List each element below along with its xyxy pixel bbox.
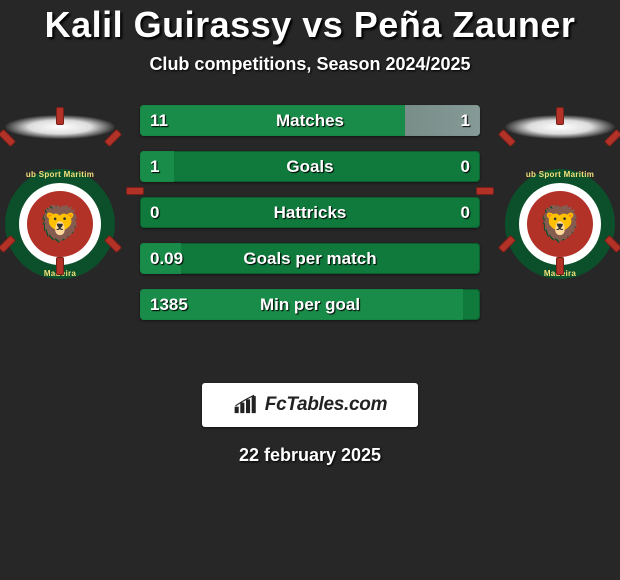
lion-icon: 🦁 bbox=[39, 204, 81, 244]
badge-wheel: 🦁 bbox=[27, 191, 93, 257]
player-left-silhouette-shadow bbox=[5, 115, 115, 139]
stat-bars: 111Matches 10Goals 00Hattricks 0.09Goals pe… bbox=[140, 105, 480, 320]
stat-bar: 00Hattricks bbox=[140, 197, 480, 228]
stat-bar: 10Goals bbox=[140, 151, 480, 182]
player-right-column: ub Sport Maritim Madeira 🦁 bbox=[500, 105, 620, 279]
brand-badge: FcTables.com bbox=[202, 383, 418, 427]
stat-bar: 0.09Goals per match bbox=[140, 243, 480, 274]
bar-chart-icon bbox=[233, 394, 259, 416]
bar-label: Goals bbox=[140, 157, 480, 177]
stat-bar: 1385Min per goal bbox=[140, 289, 480, 320]
stat-bar: 111Matches bbox=[140, 105, 480, 136]
lion-icon: 🦁 bbox=[539, 204, 581, 244]
bar-label: Goals per match bbox=[140, 249, 480, 269]
badge-wheel: 🦁 bbox=[527, 191, 593, 257]
page-subtitle: Club competitions, Season 2024/2025 bbox=[0, 54, 620, 75]
club-badge-right: ub Sport Maritim Madeira 🦁 bbox=[505, 169, 615, 279]
club-badge-left: ub Sport Maritim Madeira 🦁 bbox=[5, 169, 115, 279]
bar-label: Hattricks bbox=[140, 203, 480, 223]
player-right-silhouette-shadow bbox=[505, 115, 615, 139]
player-left-column: ub Sport Maritim Madeira 🦁 bbox=[0, 105, 120, 279]
comparison-content: ub Sport Maritim Madeira 🦁 ub Sport Mari… bbox=[0, 105, 620, 365]
bar-label: Matches bbox=[140, 111, 480, 131]
bar-label: Min per goal bbox=[140, 295, 480, 315]
brand-text: FcTables.com bbox=[265, 394, 387, 416]
page-title: Kalil Guirassy vs Peña Zauner bbox=[0, 4, 620, 46]
comparison-infographic: Kalil Guirassy vs Peña Zauner Club compe… bbox=[0, 4, 620, 580]
snapshot-date: 22 february 2025 bbox=[0, 445, 620, 466]
